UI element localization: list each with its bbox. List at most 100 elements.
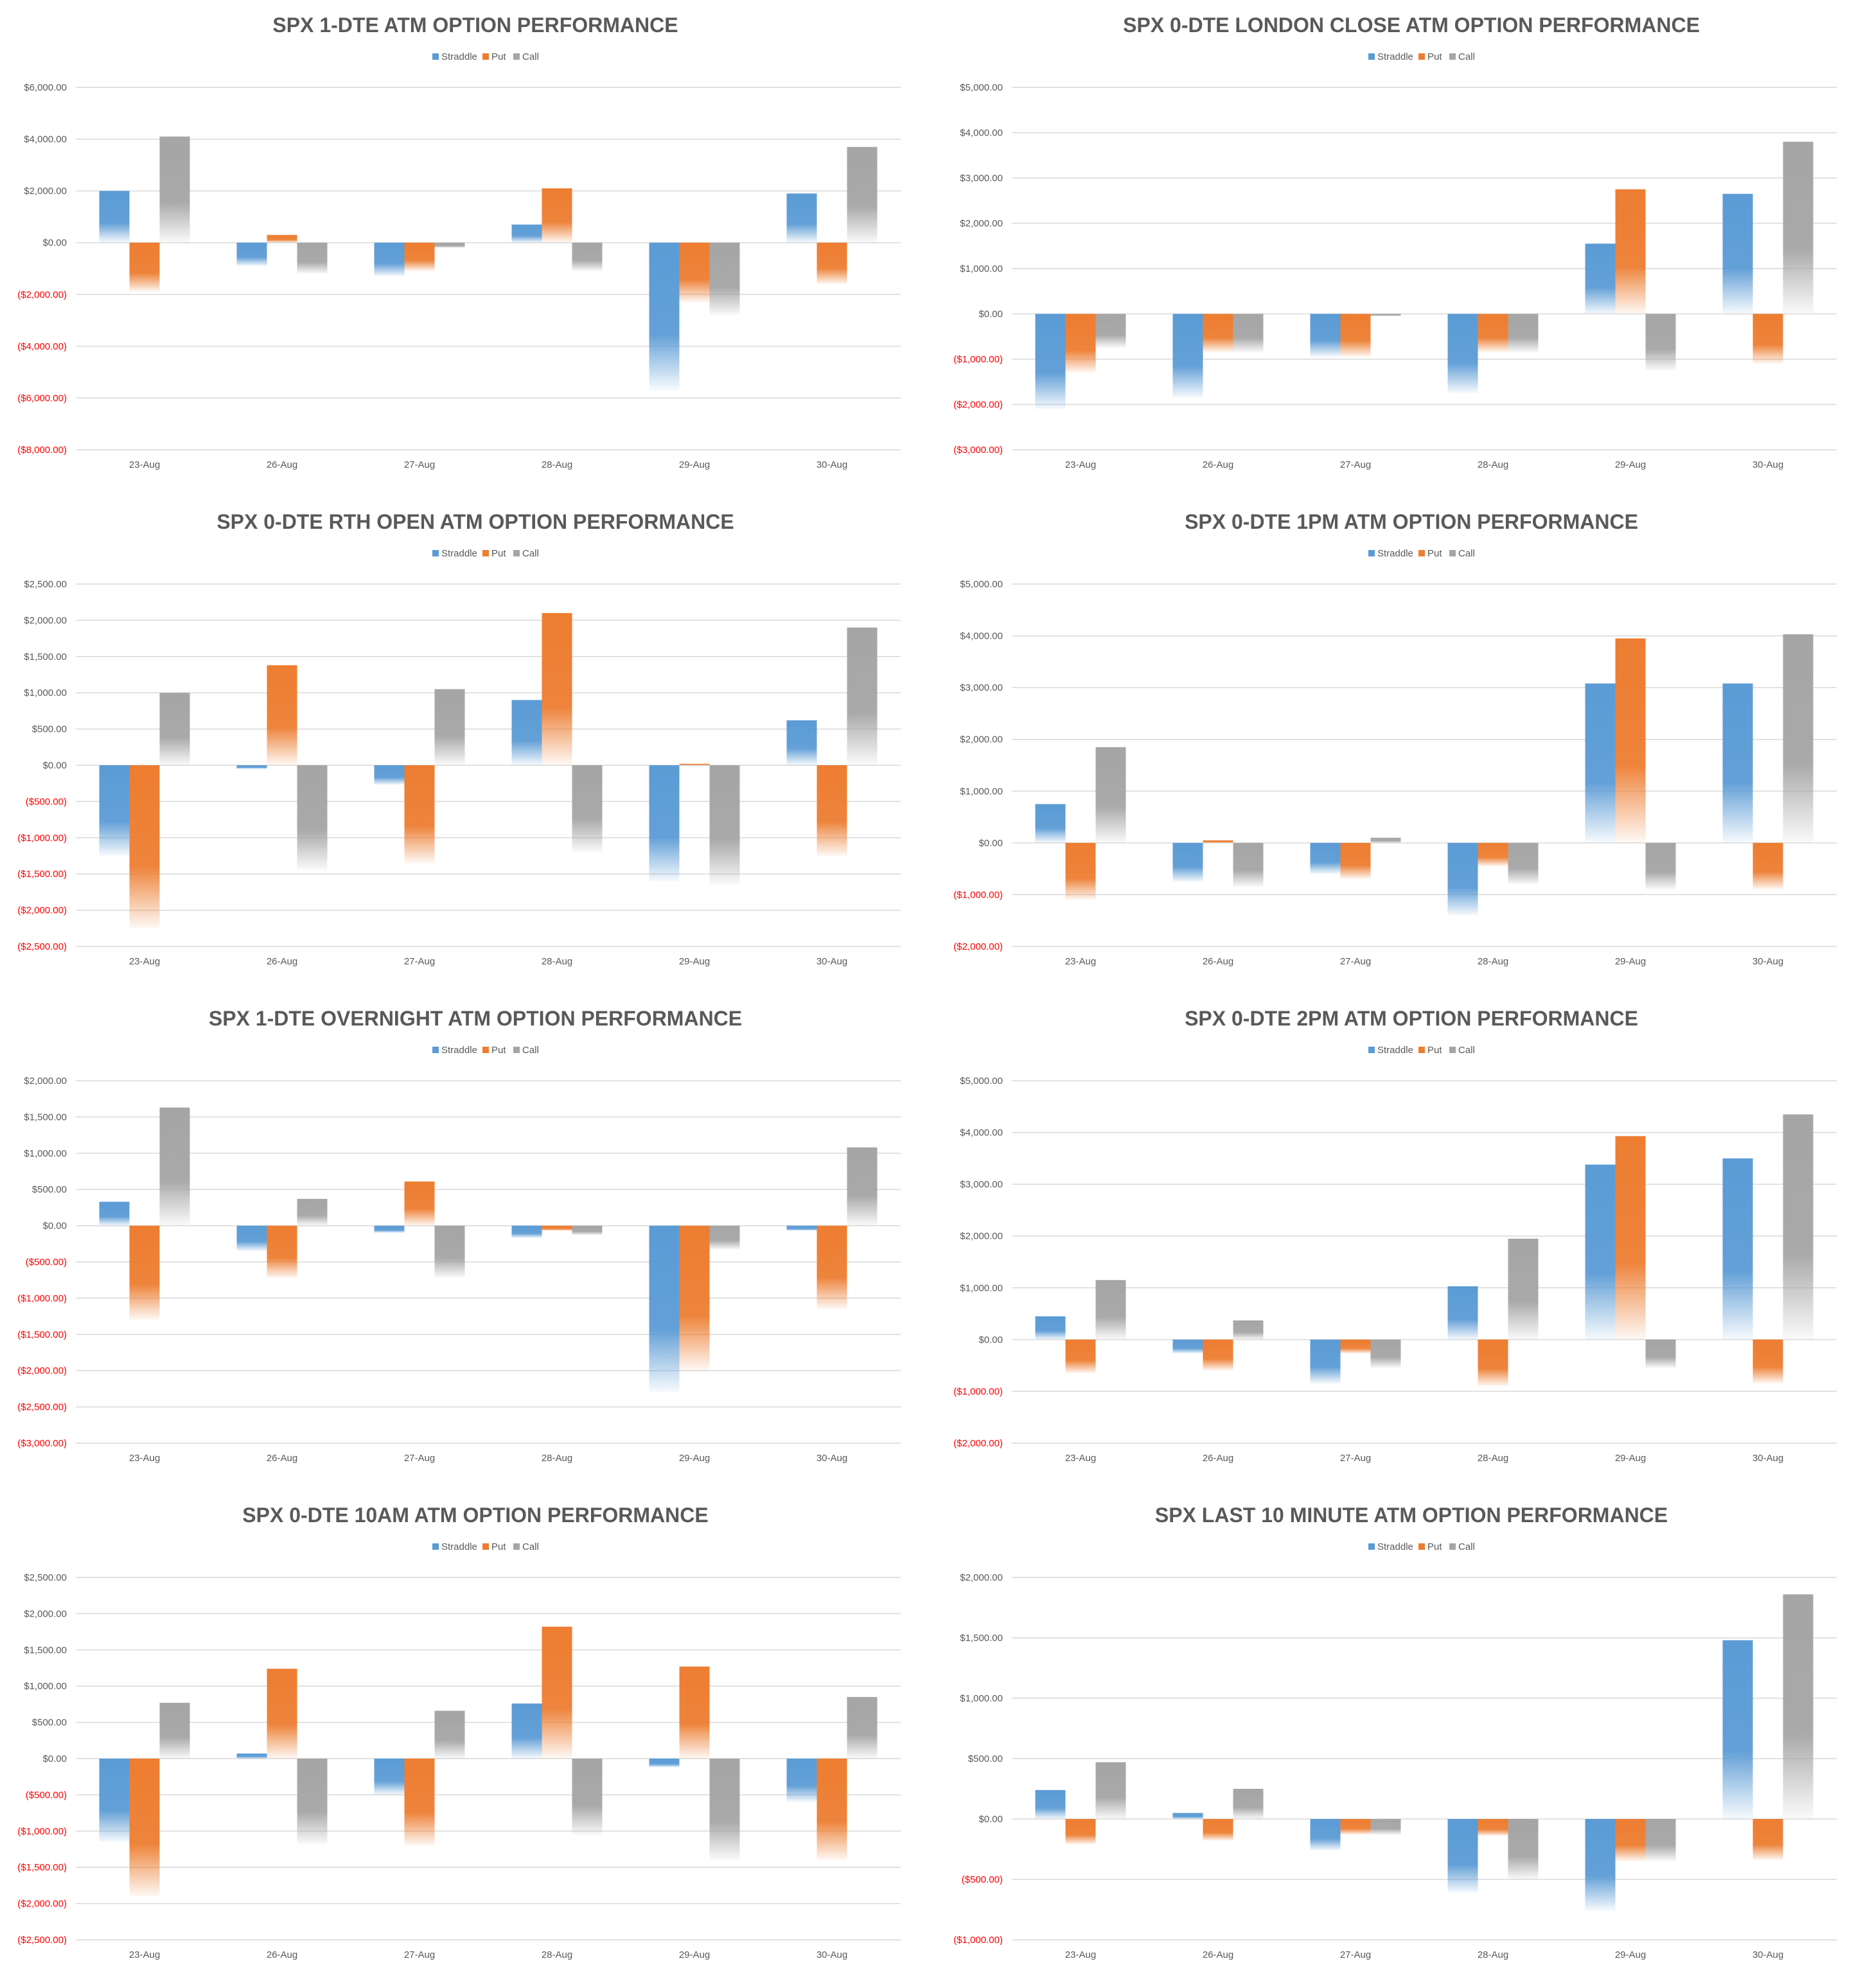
chart-gridlines: $5,000.00 $4,000.00 $3,000.00 $2,000.00 $1,0… (953, 82, 1837, 456)
bar-put-26-aug (1203, 314, 1233, 353)
bar-call-27-aug (434, 1710, 465, 1759)
legend-label-call: Call (522, 51, 539, 62)
y-tick-label: ($2,000.00) (953, 1438, 1003, 1449)
legend-label-call: Call (522, 548, 539, 559)
x-category-label: 28-Aug (1478, 1949, 1508, 1960)
bar-straddle-23-aug (1035, 1316, 1066, 1340)
y-tick-label: ($2,500.00) (17, 941, 67, 952)
x-category-label: 23-Aug (1065, 1453, 1096, 1464)
chart-panel-1dte: SPX 1-DTE ATM OPTION PERFORMANCE Straddle… (0, 0, 936, 497)
x-category-label: 23-Aug (1065, 1949, 1096, 1960)
chart-gridlines: $5,000.00 $4,000.00 $3,000.00 $2,000.00 $1,0… (953, 579, 1837, 952)
y-tick-label: ($2,000.00) (953, 941, 1003, 952)
bar-put-27-aug (1340, 1339, 1371, 1354)
bar-put-23-aug (1065, 1339, 1096, 1374)
bar-straddle-27-aug (374, 1225, 405, 1233)
legend-swatch-straddle (1368, 550, 1375, 556)
y-tick-label: ($500.00) (26, 796, 67, 807)
legend-swatch-put (1418, 1543, 1425, 1550)
legend-label-put: Put (491, 1541, 506, 1552)
x-category-label: 27-Aug (1340, 1949, 1371, 1960)
bar-straddle-29-aug (649, 765, 680, 882)
legend-label-straddle: Straddle (1377, 1045, 1413, 1056)
chart-svg: SPX 0-DTE 10AM ATM OPTION PERFORMANCE Str… (17, 1504, 901, 1960)
legend-swatch-put (1418, 53, 1425, 60)
bar-straddle-23-aug (99, 1759, 130, 1842)
bar-call-28-aug (1508, 314, 1539, 353)
chart-gridlines: $2,000.00 $1,500.00 $1,000.00 $500.00 $0.00 (… (17, 1076, 901, 1449)
y-tick-label: ($1,000.00) (17, 833, 67, 844)
bar-put-27-aug (404, 242, 435, 272)
chart-svg: SPX 0-DTE LONDON CLOSE ATM OPTION PERFOR… (953, 13, 1837, 470)
chart-gridlines: $6,000.00 $4,000.00 $2,000.00 $0.00 ($2,000.… (17, 82, 901, 456)
x-category-label: 30-Aug (817, 956, 847, 967)
chart-bars (99, 136, 878, 391)
y-tick-label: $500.00 (968, 1753, 1003, 1764)
bar-put-29-aug (1615, 189, 1646, 314)
chart-gridlines: $2,000.00 $1,500.00 $1,000.00 $500.00 $0.00 (… (953, 1572, 1837, 1946)
y-tick-label: $2,500.00 (24, 1572, 67, 1583)
bar-call-27-aug (1370, 837, 1401, 843)
legend-label-straddle: Straddle (441, 51, 477, 62)
chart-panel-2pm: SPX 0-DTE 2PM ATM OPTION PERFORMANCE Stra… (936, 993, 1872, 1490)
y-tick-label: $0.00 (42, 238, 67, 249)
bar-put-30-aug (1753, 1339, 1783, 1384)
y-tick-label: $1,500.00 (24, 1645, 67, 1656)
bar-straddle-23-aug (99, 765, 130, 856)
bar-call-29-aug (1645, 1339, 1676, 1369)
legend-swatch-put (482, 1047, 489, 1053)
bar-call-23-aug (159, 136, 190, 243)
bar-straddle-26-aug (1172, 314, 1203, 398)
bar-put-30-aug (1753, 314, 1783, 364)
bar-call-23-aug (159, 1107, 190, 1226)
bar-call-26-aug (297, 1198, 328, 1226)
bar-call-26-aug (297, 1759, 328, 1845)
chart-svg: SPX 0-DTE 1PM ATM OPTION PERFORMANCE Stra… (953, 510, 1837, 967)
legend-swatch-straddle (1368, 1543, 1375, 1550)
chart-legend: Straddle Put Call (1368, 548, 1475, 559)
chart-title: SPX 0-DTE 2PM ATM OPTION PERFORMANCE (1185, 1007, 1638, 1030)
chart-panel-london-close: SPX 0-DTE LONDON CLOSE ATM OPTION PERFOR… (936, 0, 1872, 497)
y-tick-label: $5,000.00 (960, 579, 1003, 590)
y-tick-label: $6,000.00 (24, 82, 67, 93)
y-tick-label: ($2,000.00) (953, 400, 1003, 411)
bar-straddle-27-aug (374, 1759, 405, 1795)
chart-legend: Straddle Put Call (1368, 1045, 1475, 1056)
y-tick-label: ($2,000.00) (17, 905, 67, 916)
bar-straddle-27-aug (1310, 1339, 1341, 1384)
legend-swatch-put (1418, 550, 1425, 556)
legend-swatch-call (1449, 53, 1456, 60)
bar-put-26-aug (267, 665, 297, 765)
legend-swatch-put (1418, 1047, 1425, 1053)
bar-straddle-27-aug (374, 242, 405, 277)
bar-call-23-aug (1095, 1280, 1126, 1340)
y-tick-label: $1,000.00 (960, 1282, 1003, 1293)
chart-panel-rth-open: SPX 0-DTE RTH OPEN ATM OPTION PERFORMANC… (0, 497, 936, 993)
legend-label-put: Put (491, 1045, 506, 1056)
legend-label-put: Put (1427, 1541, 1442, 1552)
chart-legend: Straddle Put Call (432, 548, 539, 559)
chart-panel-overnight: SPX 1-DTE OVERNIGHT ATM OPTION PERFORMAN… (0, 993, 936, 1490)
bar-call-30-aug (1783, 634, 1814, 843)
bar-straddle-30-aug (786, 193, 817, 243)
bar-straddle-28-aug (1447, 314, 1478, 393)
bar-straddle-30-aug (1722, 1640, 1753, 1819)
bar-put-26-aug (1203, 1339, 1233, 1371)
y-tick-label: $3,000.00 (960, 682, 1003, 693)
bar-call-30-aug (847, 146, 878, 243)
y-tick-label: ($1,000.00) (953, 354, 1003, 365)
y-tick-label: ($2,500.00) (17, 1402, 67, 1413)
legend-label-call: Call (522, 1045, 539, 1056)
x-category-label: 30-Aug (1753, 1453, 1783, 1464)
bar-call-29-aug (709, 1225, 740, 1250)
bar-put-28-aug (542, 188, 572, 243)
bar-straddle-26-aug (1172, 1813, 1203, 1819)
x-category-label: 29-Aug (1615, 956, 1646, 967)
bar-straddle-30-aug (1722, 193, 1753, 314)
bar-call-23-aug (1095, 314, 1126, 348)
bar-straddle-27-aug (1310, 314, 1341, 357)
bar-put-29-aug (1615, 1819, 1646, 1861)
bar-call-29-aug (1645, 1819, 1676, 1861)
bar-put-29-aug (679, 1666, 710, 1759)
y-tick-label: ($2,500.00) (17, 1935, 67, 1946)
